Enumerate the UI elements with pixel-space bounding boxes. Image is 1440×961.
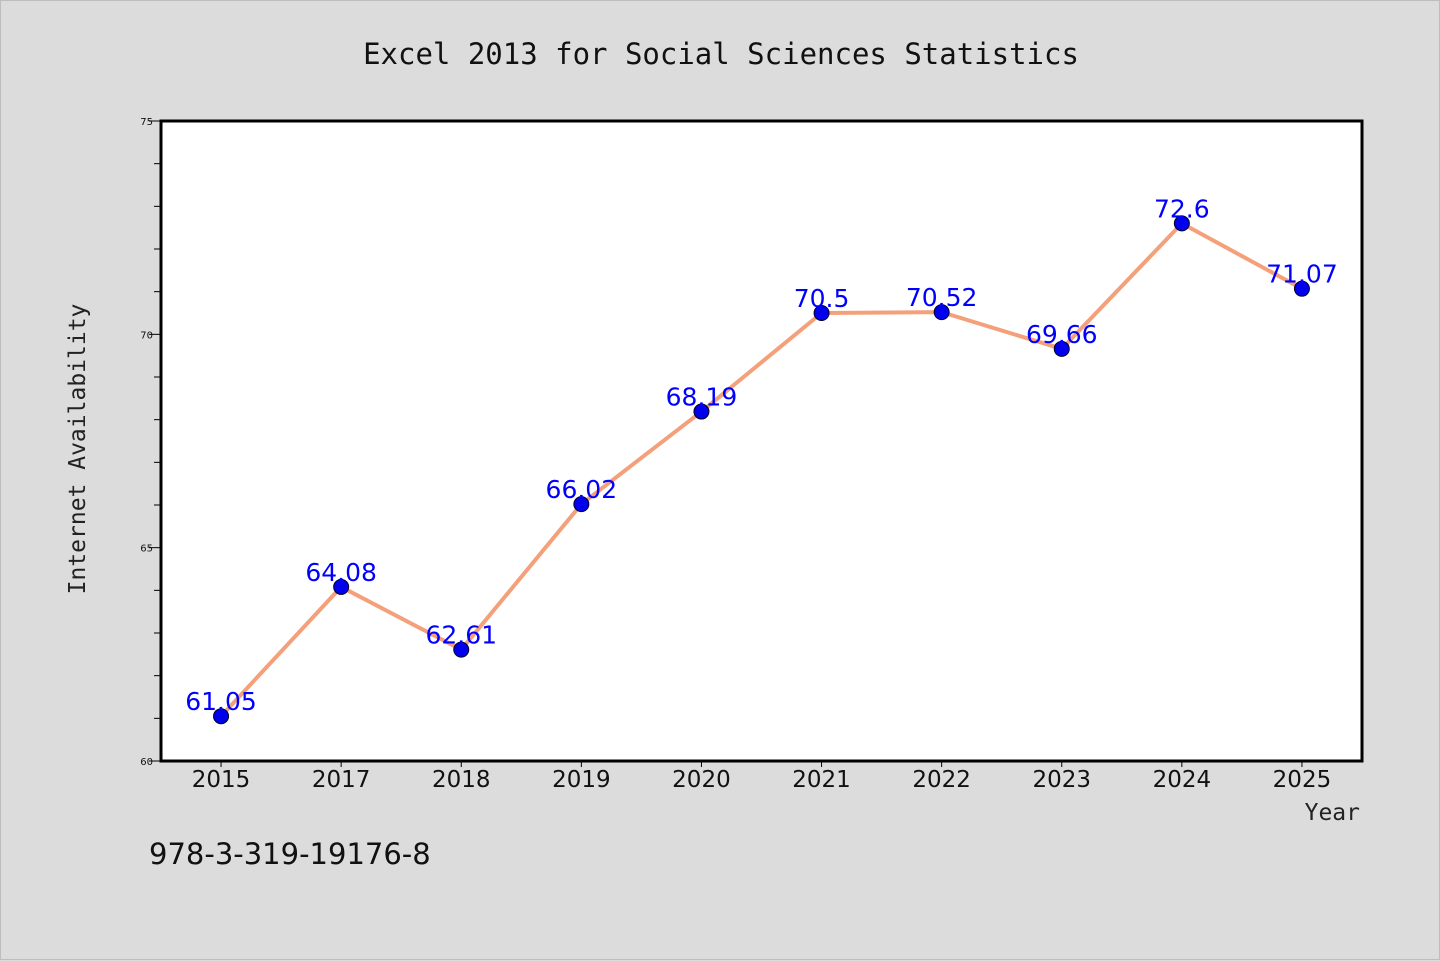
data-label: 66.02 xyxy=(546,475,618,504)
data-point xyxy=(453,641,470,658)
x-tick-label: 2020 xyxy=(672,767,731,793)
x-tick-label: 2015 xyxy=(192,767,251,793)
y-tick-label: 60 xyxy=(140,757,153,768)
y-axis: 60 65 70 75 xyxy=(140,117,161,768)
data-label: 71.07 xyxy=(1266,260,1338,289)
x-tick-label: 2022 xyxy=(912,767,971,793)
data-point xyxy=(333,578,350,595)
x-tick-label: 2025 xyxy=(1273,767,1332,793)
data-point xyxy=(213,708,230,725)
chart-title: Excel 2013 for Social Sciences Statistic… xyxy=(363,37,1079,71)
data-label: 61.05 xyxy=(185,687,257,716)
data-point xyxy=(693,403,710,420)
data-point xyxy=(933,304,950,321)
x-axis: 2015 2017 2018 2019 2020 2021 2022 2023 2024 2025 xyxy=(192,761,1331,793)
isbn-text: 978-3-319-19176-8 xyxy=(149,837,431,871)
plot-area xyxy=(159,119,1364,763)
x-tick-label: 2021 xyxy=(792,767,851,793)
data-label: 70.52 xyxy=(906,283,978,312)
data-point xyxy=(1173,215,1190,232)
data-labels: 61.05 64.08 62.61 66.02 68.19 70.5 70.52 69.66 7… xyxy=(185,194,1337,716)
data-point xyxy=(573,496,590,513)
y-tick-label: 75 xyxy=(140,117,153,128)
data-label: 70.5 xyxy=(794,284,850,313)
series-line xyxy=(219,221,1303,718)
y-tick-label: 70 xyxy=(140,330,153,341)
x-tick-label: 2017 xyxy=(312,767,371,793)
x-axis-label: Year xyxy=(1305,800,1360,826)
series-internet-availability xyxy=(213,215,1310,725)
data-label: 68.19 xyxy=(666,383,738,412)
y-tick-label: 65 xyxy=(140,544,153,555)
x-tick-label: 2023 xyxy=(1032,767,1091,793)
data-label: 72.6 xyxy=(1154,194,1210,223)
data-label: 69.66 xyxy=(1026,320,1098,349)
data-label: 62.61 xyxy=(425,621,497,650)
data-point xyxy=(1293,280,1310,297)
x-tick-label: 2024 xyxy=(1153,767,1212,793)
x-tick-label: 2018 xyxy=(432,767,491,793)
data-point xyxy=(1053,340,1070,357)
y-axis-label: Internet Availability xyxy=(65,304,91,595)
data-label: 64.08 xyxy=(305,558,377,587)
x-tick-label: 2019 xyxy=(552,767,611,793)
data-point xyxy=(813,305,830,321)
